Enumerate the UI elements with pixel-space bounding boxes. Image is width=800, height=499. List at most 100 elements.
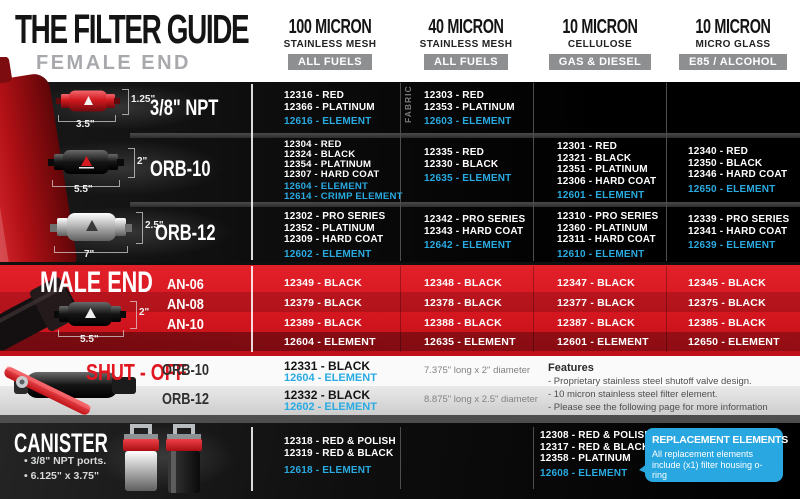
canister-spec: • 3/8" NPT ports. bbox=[24, 455, 107, 467]
part-number: 12377 - BLACK bbox=[557, 297, 635, 309]
fabric-note: FABRIC bbox=[403, 85, 413, 123]
dimension-bracket bbox=[130, 301, 137, 329]
shutoff-title: SHUT - OFF bbox=[86, 359, 187, 385]
element-part-number: 12604 - ELEMENT bbox=[284, 336, 376, 348]
part-number: 12352 - PLATINUM bbox=[284, 222, 375, 234]
dimension-bracket bbox=[136, 212, 143, 244]
dimension-label: 1.25" bbox=[131, 94, 156, 105]
male-end-section bbox=[0, 262, 800, 356]
row-label-orb12: ORB-12 bbox=[155, 220, 216, 245]
part-number: 12331 - BLACK bbox=[284, 359, 371, 373]
canister-title: CANISTER bbox=[14, 428, 108, 458]
column-divider bbox=[400, 83, 401, 261]
row-label-orb10: ORB-10 bbox=[162, 362, 209, 379]
element-part-number: 12604 - ELEMENT bbox=[284, 372, 377, 384]
dimensions-text: 8.875" long x 2.5" diameter bbox=[424, 394, 538, 405]
element-part-number: 12601 - ELEMENT bbox=[557, 190, 645, 201]
column-divider bbox=[666, 83, 667, 261]
part-number: 12360 - PLATINUM bbox=[557, 222, 648, 234]
cell-npt-40micron: 12303 - RED 12353 - PLATINUM 12603 - ELE… bbox=[424, 90, 515, 128]
section-divider bbox=[0, 415, 800, 423]
dimension-label: 2.5" bbox=[145, 220, 164, 231]
part-number: 12354 - PLATINUM bbox=[284, 159, 372, 170]
cell-orb10-cellulose: 12301 - RED 12321 - BLACK 12351 - PLATIN… bbox=[557, 141, 656, 202]
part-number: 12302 - PRO SERIES bbox=[284, 211, 386, 222]
part-number: 12308 - RED & POLISH bbox=[540, 430, 652, 441]
part-number: 12345 - BLACK bbox=[688, 277, 766, 289]
row-divider bbox=[130, 202, 800, 207]
element-part-number: 12604 - ELEMENT bbox=[284, 181, 369, 192]
filter-media: STAINLESS MESH bbox=[419, 39, 513, 50]
micron-rating: 10 MICRON bbox=[562, 16, 638, 38]
row-label-orb12: ORB-12 bbox=[162, 391, 209, 408]
column-divider bbox=[666, 266, 667, 352]
element-part-number: 12650 - ELEMENT bbox=[688, 336, 780, 348]
dimension-bracket bbox=[58, 330, 124, 337]
dimension-bracket bbox=[58, 115, 116, 122]
element-part-number: 12635 - ELEMENT bbox=[424, 336, 516, 348]
cell-orb10-40micron: 12335 - RED 12330 - BLACK 12635 - ELEMEN… bbox=[424, 147, 511, 185]
part-number: 12375 - BLACK bbox=[688, 297, 766, 309]
element-part-number: 12635 - ELEMENT bbox=[424, 173, 512, 184]
cell-orb12-100micron: 12302 - PRO SERIES 12352 - PLATINUM 1230… bbox=[284, 211, 385, 260]
row-stripe bbox=[0, 292, 800, 312]
part-number: 12379 - BLACK bbox=[284, 297, 362, 309]
filter-media: STAINLESS MESH bbox=[283, 39, 377, 50]
cell-orb12-40micron: 12342 - PRO SERIES 12343 - HARD COAT 126… bbox=[424, 214, 525, 252]
element-part-number: 12642 - ELEMENT bbox=[424, 240, 512, 251]
fuel-badge: ALL FUELS bbox=[424, 54, 508, 70]
npt-filter-photo bbox=[56, 90, 120, 112]
element-part-number: 12610 - ELEMENT bbox=[557, 248, 645, 260]
feature-line: - Proprietary stainless steel shutoff va… bbox=[548, 376, 752, 387]
column-divider bbox=[400, 266, 401, 352]
part-number: 12301 - RED bbox=[557, 141, 618, 152]
column-divider bbox=[533, 83, 534, 261]
part-number: 12316 - RED bbox=[284, 90, 345, 101]
element-part-number: 12601 - ELEMENT bbox=[557, 336, 649, 348]
element-part-number: 12616 - ELEMENT bbox=[284, 116, 372, 127]
column-divider bbox=[251, 266, 253, 352]
page-title: THE FILTER GUIDE bbox=[15, 6, 250, 52]
part-number: 12317 - RED & BLACK bbox=[540, 441, 650, 453]
replacement-elements-callout: REPLACEMENT ELEMENTS All replacement ele… bbox=[639, 428, 789, 482]
part-number: 12335 - RED bbox=[424, 147, 485, 158]
part-number: 12311 - HARD COAT bbox=[557, 234, 656, 245]
callout-title: REPLACEMENT ELEMENTS bbox=[652, 434, 789, 446]
part-number: 12321 - BLACK bbox=[557, 152, 632, 164]
part-number: 12349 - BLACK bbox=[284, 277, 362, 289]
part-number: 12351 - PLATINUM bbox=[557, 164, 648, 175]
female-end-section-label: FEMALE END bbox=[36, 52, 191, 74]
column-header-10-micron-microglass: 10 MICRON MICRO GLASS E85 / ALCOHOL bbox=[665, 16, 800, 70]
part-number: 12350 - BLACK bbox=[688, 157, 763, 169]
photo-glow bbox=[30, 84, 210, 130]
dimension-bracket bbox=[52, 180, 120, 187]
shutoff-valve-photo bbox=[4, 366, 136, 415]
part-number: 12330 - BLACK bbox=[424, 158, 499, 170]
fuel-badge: E85 / ALCOHOL bbox=[679, 54, 787, 70]
photo-glow bbox=[95, 424, 235, 490]
row-label-orb10: ORB-10 bbox=[150, 156, 211, 181]
row-label-an08: AN-08 bbox=[167, 296, 204, 313]
dimension-label: 2" bbox=[137, 156, 148, 167]
element-part-number: 12602 - ELEMENT bbox=[284, 248, 372, 260]
part-number: 12319 - RED & BLACK bbox=[284, 447, 394, 459]
cell-orb10-100micron: 12304 - RED 12324 - BLACK 12354 - PLATIN… bbox=[284, 140, 403, 202]
features-title: Features bbox=[548, 362, 594, 374]
cell-orb10-microglass: 12340 - RED 12350 - BLACK 12346 - HARD C… bbox=[688, 146, 787, 195]
part-number: 12340 - RED bbox=[688, 146, 749, 157]
dimension-bracket bbox=[122, 89, 129, 115]
part-number: 12346 - HARD COAT bbox=[688, 169, 788, 180]
column-header-40-micron: 40 MICRON STAINLESS MESH ALL FUELS bbox=[398, 16, 534, 70]
part-number: 12388 - BLACK bbox=[424, 317, 502, 329]
part-number: 12385 - BLACK bbox=[688, 317, 766, 329]
dimension-label: 2" bbox=[139, 307, 150, 318]
column-divider bbox=[251, 427, 253, 491]
part-number: 12348 - BLACK bbox=[424, 277, 502, 289]
part-number: 12343 - HARD COAT bbox=[424, 225, 524, 237]
filter-media: MICRO GLASS bbox=[695, 39, 771, 50]
part-number: 12353 - PLATINUM bbox=[424, 101, 515, 113]
column-header-10-micron-cellulose: 10 MICRON CELLULOSE GAS & DIESEL bbox=[532, 16, 668, 70]
part-number: 12332 - BLACK bbox=[284, 388, 371, 402]
cell-canister-100micron: 12318 - RED & POLISH 12319 - RED & BLACK… bbox=[284, 436, 396, 477]
cell-npt-100micron: 12316 - RED 12366 - PLATINUM 12616 - ELE… bbox=[284, 90, 375, 128]
